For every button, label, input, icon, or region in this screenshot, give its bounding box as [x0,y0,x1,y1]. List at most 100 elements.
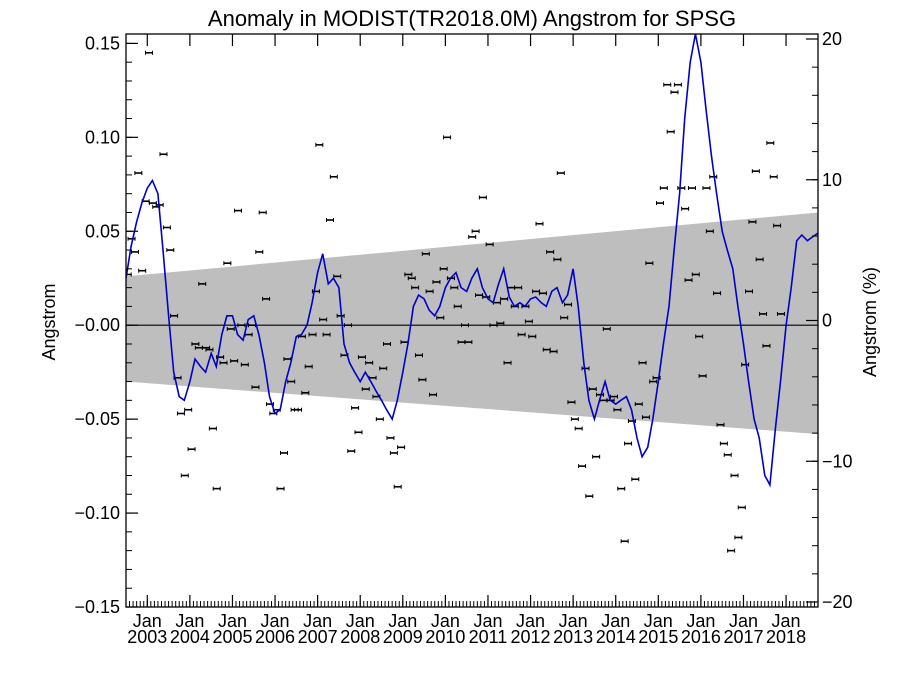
right-axis-label: Angstrom (%) [860,267,880,377]
left-tick-label: −0.15 [74,597,120,617]
x-tick-label-month: Jan [261,611,290,631]
monthly-point [386,435,395,440]
monthly-point [553,257,562,262]
monthly-point [170,313,179,318]
monthly-point [450,285,459,290]
monthly-point [549,349,558,354]
monthly-point [766,140,775,145]
monthly-point [500,296,509,301]
monthly-point [379,366,388,371]
monthly-point [574,426,583,431]
monthly-point [773,223,782,228]
monthly-point [560,315,569,320]
x-tick-label-year: 2014 [596,627,636,647]
monthly-point [453,304,462,309]
monthly-point [556,171,565,176]
monthly-point [223,261,232,266]
monthly-point [191,341,200,346]
monthly-point [187,447,196,452]
monthly-point [343,323,352,328]
monthly-point [737,505,746,510]
monthly-point [315,142,324,147]
monthly-point [478,195,487,200]
monthly-point [138,268,147,273]
right-tick-label: 20 [822,29,842,49]
left-tick-label: 0.05 [85,221,120,241]
monthly-point [468,234,477,239]
monthly-point [656,201,665,206]
x-tick-label-year: 2012 [511,627,551,647]
monthly-point [684,278,693,283]
monthly-point [361,387,370,392]
monthly-point [751,169,760,174]
monthly-point [354,430,363,435]
left-tick-label: 0.10 [85,127,120,147]
monthly-point [212,486,221,491]
monthly-point [219,360,228,365]
monthly-point [351,405,360,410]
monthly-point [159,152,168,157]
right-y-axis: −20 −10 0 10 20 [806,29,853,612]
monthly-point [713,291,722,296]
monthly-point [538,291,547,296]
monthly-point [702,186,711,191]
monthly-point [755,257,764,262]
plot-area [125,33,819,608]
x-tick-label-month: Jan [346,611,375,631]
monthly-point [365,360,374,365]
monthly-point [294,407,303,412]
x-tick-label-month: Jan [559,611,588,631]
monthly-point [180,473,189,478]
monthly-point [130,249,139,254]
monthly-point [514,285,523,290]
left-tick-label: −0.00 [74,315,120,335]
x-tick-label-month: Jan [388,611,417,631]
monthly-point [205,347,214,352]
monthly-point [429,392,438,397]
monthly-point [485,242,494,247]
monthly-point [144,50,153,55]
monthly-point [776,311,785,316]
monthly-point [436,315,445,320]
monthly-point [471,229,480,234]
monthly-point [695,334,704,339]
x-tick-label-year: 2018 [766,627,806,647]
x-tick-label-year: 2013 [553,627,593,647]
monthly-point [524,319,533,324]
monthly-point [691,272,700,277]
monthly-point [610,394,619,399]
monthly-point [276,486,285,491]
monthly-point [251,385,260,390]
x-tick-label-year: 2007 [298,627,338,647]
monthly-point [617,486,626,491]
x-tick-label-year: 2003 [127,627,167,647]
monthly-point [464,340,473,345]
monthly-point [719,441,728,446]
monthly-point [383,341,392,346]
monthly-point [663,82,672,87]
monthly-point [602,326,611,331]
x-tick-label-year: 2011 [469,627,508,647]
monthly-point [421,251,430,256]
x-tick-label-month: Jan [772,611,801,631]
right-tick-label: 10 [822,170,842,190]
monthly-point [705,229,714,234]
monthly-point [716,422,725,427]
monthly-point [645,261,654,266]
monthly-point [404,272,413,277]
left-tick-label: −0.05 [74,409,120,429]
monthly-point [535,221,544,226]
monthly-point [709,174,718,179]
monthly-point [397,445,406,450]
monthly-point [769,174,778,179]
x-tick-label-year: 2016 [681,627,721,647]
monthly-point [659,186,668,191]
monthly-point [184,407,193,412]
x-tick-label-year: 2010 [425,627,465,647]
monthly-point [564,302,573,307]
monthly-point [546,249,555,254]
monthly-point [329,174,338,179]
monthly-point [375,417,384,422]
x-tick-label-month: Jan [133,611,162,631]
monthly-point [166,248,175,253]
